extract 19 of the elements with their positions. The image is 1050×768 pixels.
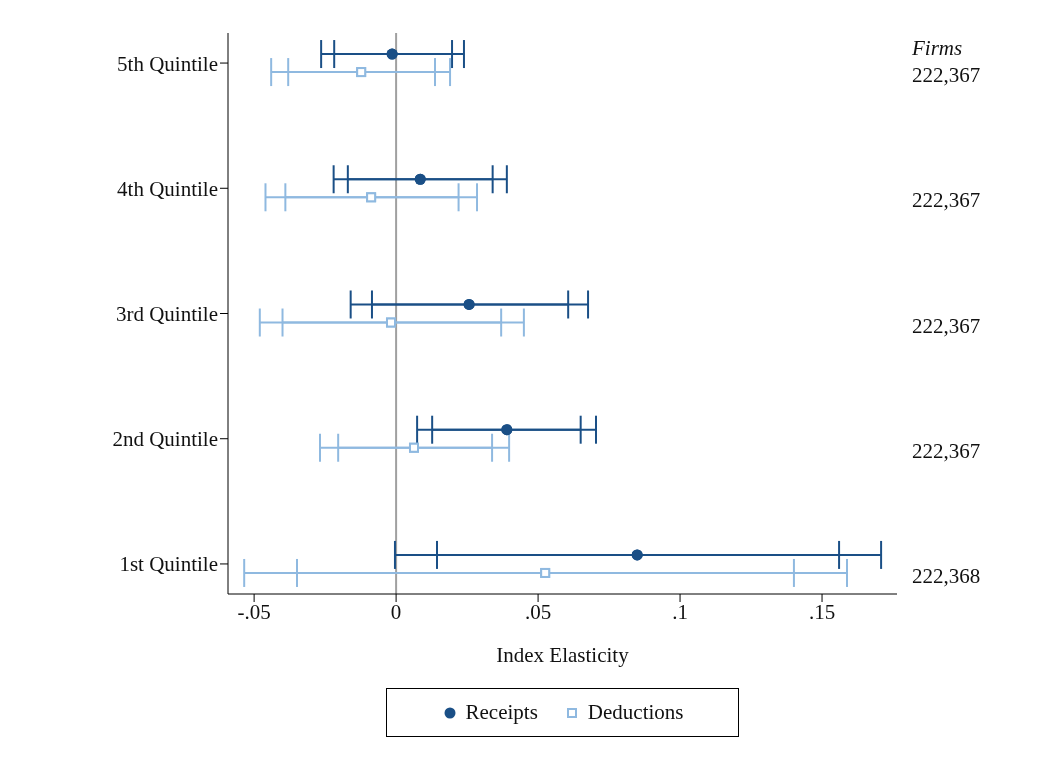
x-tick-label: .05 bbox=[524, 599, 552, 624]
y-tick-label: 5th Quintile bbox=[117, 51, 218, 76]
legend-label: Receipts bbox=[465, 700, 538, 725]
y-tick-label: 1st Quintile bbox=[119, 552, 218, 577]
x-tick-label: .1 bbox=[672, 599, 688, 624]
text: 222,367 bbox=[912, 187, 981, 214]
x-tick-label: -.05 bbox=[237, 599, 271, 624]
x-tick-label: .15 bbox=[808, 599, 836, 624]
legend-label: Deductions bbox=[587, 700, 684, 725]
text: 222,367 bbox=[912, 312, 981, 339]
text: 222,367 bbox=[912, 437, 981, 464]
y-tick-label: 3rd Quintile bbox=[115, 301, 218, 326]
y-tick-label: 4th Quintile bbox=[117, 176, 218, 201]
text: 222,368 bbox=[912, 562, 981, 589]
y-tick-label: 2nd Quintile bbox=[112, 427, 218, 452]
x-axis-title: Index Elasticity bbox=[496, 643, 630, 667]
text: 222,367 bbox=[912, 62, 981, 89]
text: Firms bbox=[912, 35, 963, 61]
x-tick-label: 0 bbox=[390, 599, 402, 624]
